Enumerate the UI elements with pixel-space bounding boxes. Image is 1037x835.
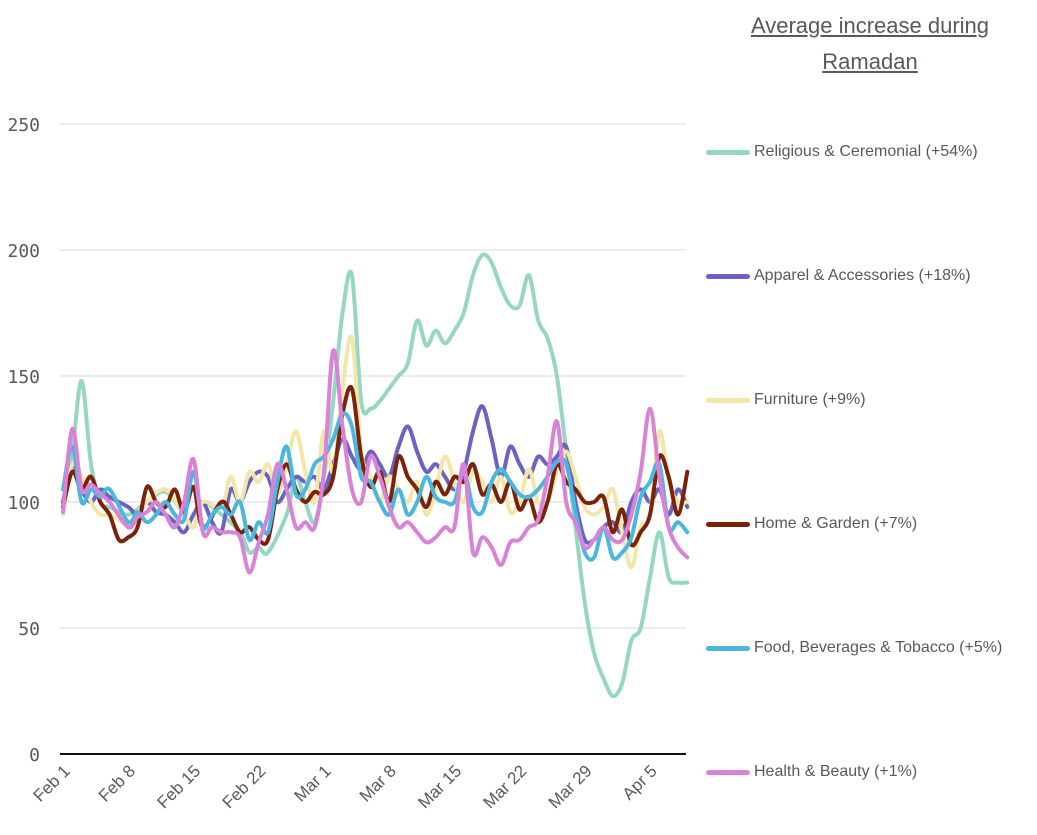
legend-title: Average increase during Ramadan <box>750 13 990 74</box>
legend-swatch <box>706 521 750 527</box>
legend-item-health-beauty-1: Health & Beauty (+1%) <box>706 760 917 784</box>
x-tick-label: Feb 8 <box>95 761 139 805</box>
legend-label: Religious & Ceremonial (+54%) <box>754 143 978 160</box>
y-tick-label: 0 <box>29 745 40 766</box>
x-tick-label: Feb 1 <box>30 761 74 805</box>
y-axis-tick-labels: 0 50 100 150 200 250 <box>7 115 40 766</box>
legend-item-religious-ceremonial-54: Religious & Ceremonial (+54%) <box>706 140 978 164</box>
legend-swatch <box>706 397 750 403</box>
y-tick-label: 250 <box>7 115 40 136</box>
legend-label: Apparel & Accessories (+18%) <box>754 267 971 284</box>
legend-label: Health & Beauty (+1%) <box>754 763 918 780</box>
legend-swatch <box>706 149 750 155</box>
x-tick-label: Mar 8 <box>356 761 400 805</box>
data-series <box>61 252 690 699</box>
series-line-apparel-accessories-18 <box>61 404 690 546</box>
x-axis-tick-labels: Feb 1 Feb 8 Feb 15 Feb 22 Mar 1 Mar 8 Mar 15 Ma… <box>30 761 661 812</box>
x-tick-label: Mar 29 <box>545 761 596 812</box>
legend-swatch <box>706 769 750 775</box>
legend-swatch <box>706 273 750 279</box>
y-tick-label: 100 <box>7 493 40 514</box>
series-line-food-beverages-tobacco-5 <box>61 411 690 562</box>
y-tick-label: 50 <box>18 619 40 640</box>
x-tick-label: Mar 22 <box>480 761 531 812</box>
x-tick-label: Feb 22 <box>219 761 270 812</box>
y-tick-label: 200 <box>7 241 40 262</box>
legend-swatch <box>706 645 750 651</box>
x-tick-label: Feb 15 <box>153 761 204 812</box>
legend-item-home-garden-7: Home & Garden (+7%) <box>706 512 917 536</box>
series-line-health-beauty-1 <box>61 348 690 575</box>
legend-label: Home & Garden (+7%) <box>754 515 918 532</box>
y-tick-label: 150 <box>7 367 40 388</box>
x-tick-label: Apr 5 <box>619 761 661 803</box>
legend-item-food-beverages-tobacco-5: Food, Beverages & Tobacco (+5%) <box>706 636 1002 660</box>
x-tick-label: Mar 15 <box>414 761 465 812</box>
legend-item-furniture-9: Furniture (+9%) <box>706 388 866 412</box>
x-tick-label: Mar 1 <box>291 761 335 805</box>
series-line-furniture-9 <box>61 334 690 570</box>
legend-item-apparel-accessories-18: Apparel & Accessories (+18%) <box>706 264 971 288</box>
legend-label: Food, Beverages & Tobacco (+5%) <box>754 639 1003 656</box>
legend-label: Furniture (+9%) <box>754 391 866 408</box>
gridlines <box>60 123 686 629</box>
